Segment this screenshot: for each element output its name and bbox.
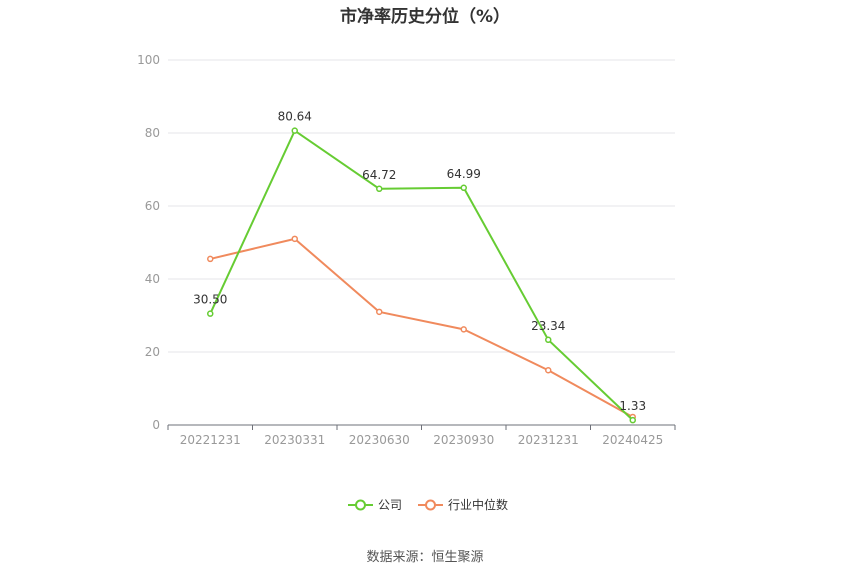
data-point[interactable] [207, 310, 214, 317]
data-label: 30.50 [193, 293, 227, 307]
y-tick-label: 0 [152, 418, 160, 432]
x-axis: 20221231 20230331 20230630 20230930 20231231… [167, 424, 676, 447]
x-tick-label: 20221231 [180, 433, 241, 447]
data-point[interactable] [460, 184, 467, 192]
series-line [210, 237, 634, 418]
chart-title: 市净率历史分位（%） [339, 7, 511, 27]
x-tick-label: 20240425 [602, 433, 663, 447]
data-label: 1.33 [619, 399, 646, 413]
legend-marker [355, 499, 366, 511]
data-label: 64.99 [447, 167, 481, 181]
data-label: 80.64 [278, 110, 312, 124]
legend-marker [425, 499, 436, 511]
y-tick-label: 20 [145, 345, 160, 359]
data-label: 64.72 [362, 168, 396, 182]
series-行业中位数 [207, 235, 636, 421]
y-tick-label: 60 [145, 199, 160, 213]
y-tick-label: 40 [145, 272, 160, 286]
data-point[interactable] [291, 235, 298, 243]
x-tick-label: 20230331 [264, 433, 325, 447]
data-label: 23.34 [531, 319, 565, 333]
y-tick-label: 100 [137, 53, 160, 67]
data-point[interactable] [545, 336, 552, 344]
data-point[interactable] [629, 416, 636, 424]
data-point[interactable] [207, 255, 214, 263]
data-point[interactable] [460, 326, 467, 333]
legend-item-1[interactable]: 行业中位数 [418, 497, 508, 512]
data-point[interactable] [545, 367, 552, 374]
y-tick-label: 80 [145, 126, 160, 140]
data-source: 数据来源：恒生聚源 [366, 550, 484, 565]
y-axis: 0 20 40 60 80 100 [137, 53, 160, 432]
data-point[interactable] [291, 127, 298, 134]
legend-item-0[interactable]: 公司 [348, 498, 402, 512]
legend[interactable]: 公司 行业中位数 [348, 497, 508, 512]
series-group: 30.50 80.64 64.72 64.99 23.34 1.33 [193, 110, 646, 424]
legend-label: 行业中位数 [448, 497, 508, 512]
data-point[interactable] [376, 308, 383, 316]
data-point[interactable] [376, 185, 383, 193]
series-line [209, 129, 634, 421]
grid-lines [168, 59, 675, 353]
legend-label: 公司 [378, 498, 402, 512]
x-tick-label: 20230930 [433, 433, 494, 447]
x-tick-label: 20231231 [518, 433, 579, 447]
x-tick-label: 20230630 [349, 433, 410, 447]
series-公司: 30.50 80.64 64.72 64.99 23.34 1.33 [193, 110, 646, 424]
